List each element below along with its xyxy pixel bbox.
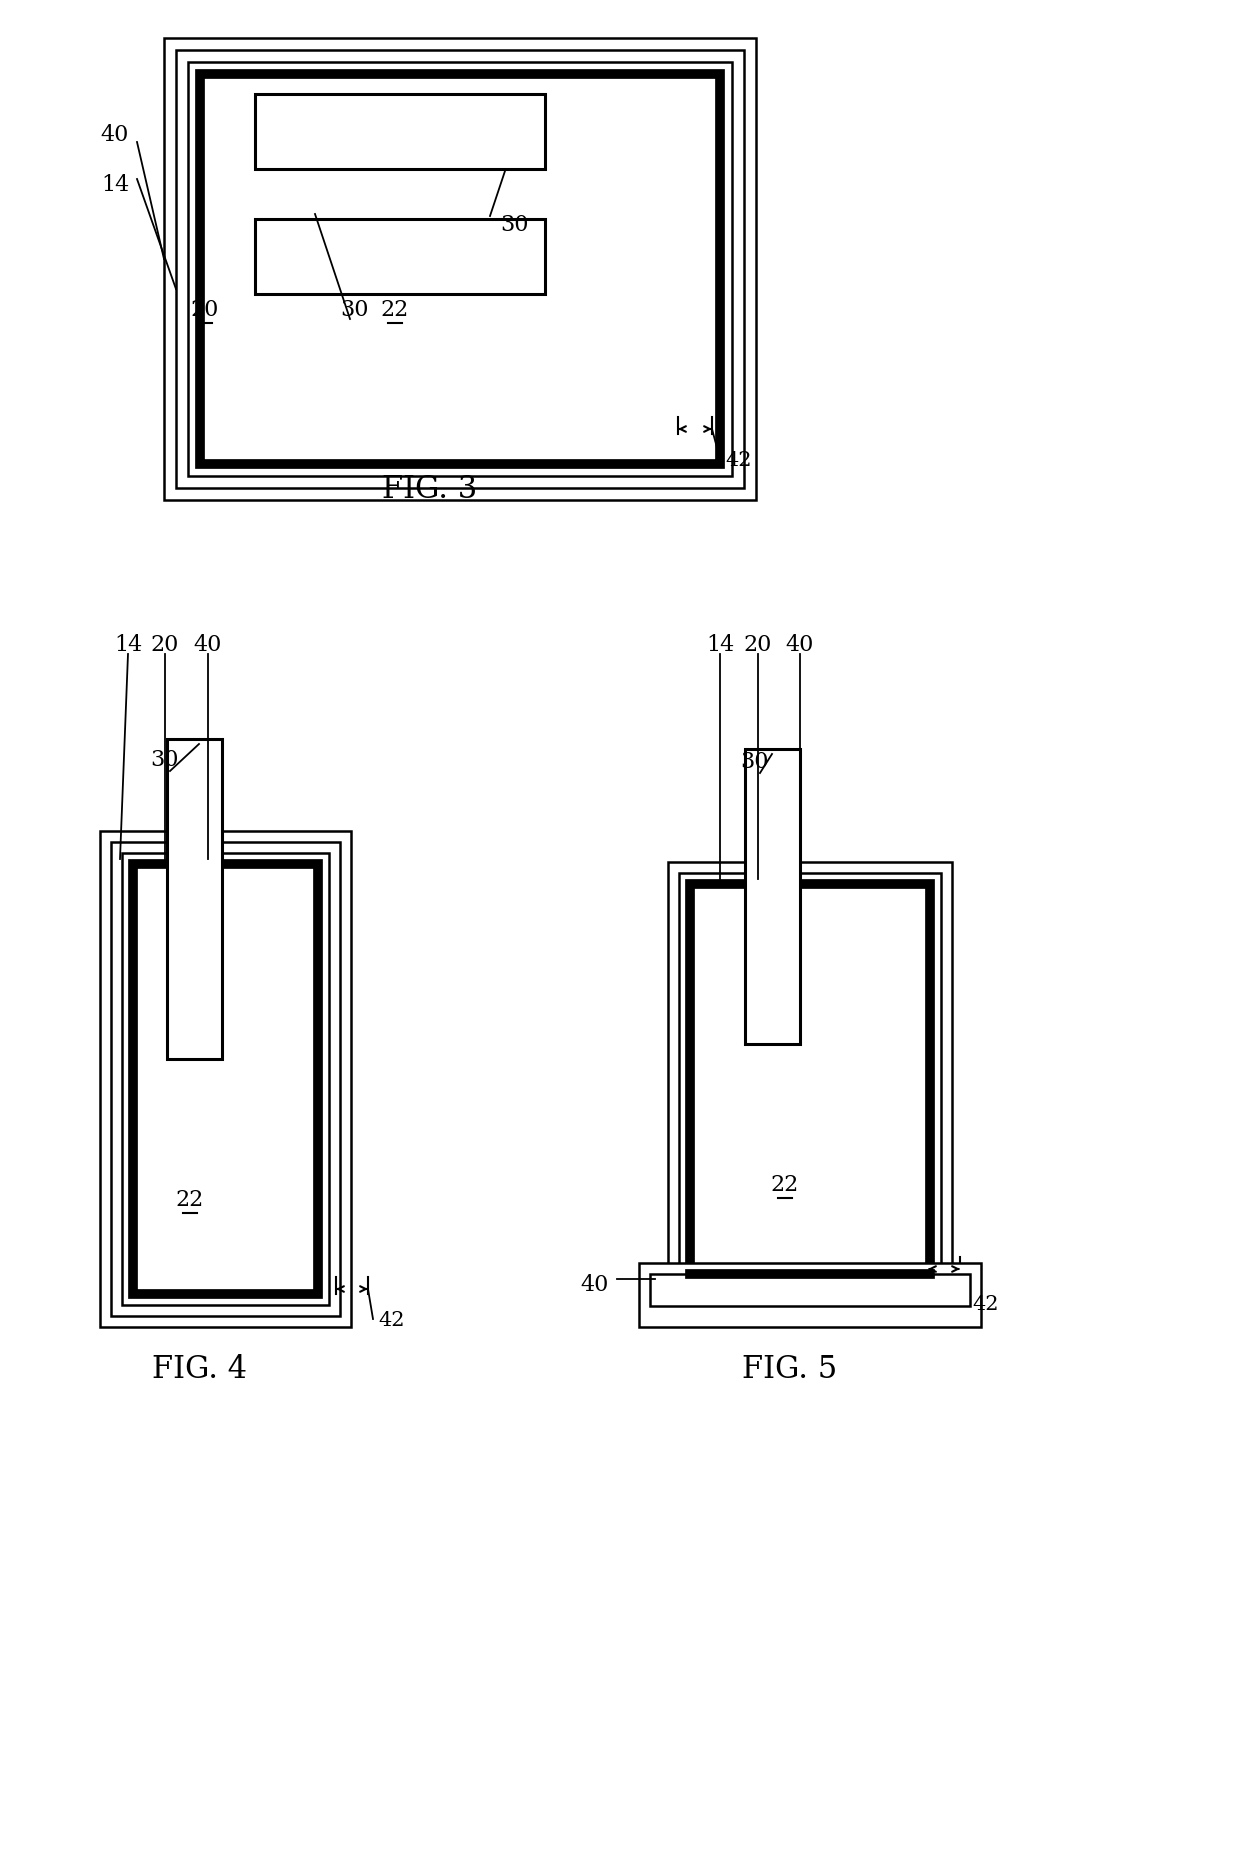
Text: 30: 30 [151,748,180,771]
Bar [133,865,317,1294]
Text: 30: 30 [501,214,529,236]
Text: 14: 14 [706,633,734,656]
Text: 42: 42 [972,1294,998,1313]
Bar [188,63,732,477]
Bar [164,39,756,501]
Text: 40: 40 [100,124,129,147]
Bar [689,884,930,1274]
Bar [99,832,351,1328]
Bar [668,862,952,1296]
Text: 20: 20 [191,299,219,321]
Bar [110,843,340,1317]
Text: 14: 14 [114,633,143,656]
Bar [122,854,329,1305]
Text: 22: 22 [176,1188,205,1211]
Text: 20: 20 [744,633,773,656]
Bar [167,739,222,1060]
Bar [680,873,941,1285]
Bar [639,1263,981,1328]
Bar [745,750,800,1044]
Text: FIG. 4: FIG. 4 [153,1354,248,1385]
Text: 40: 40 [580,1274,609,1296]
Text: 30: 30 [740,750,769,773]
Text: 30: 30 [341,299,370,321]
Text: 40: 40 [786,633,815,656]
Text: 22: 22 [381,299,409,321]
Bar [255,95,546,169]
Text: 22: 22 [771,1174,799,1196]
Text: FIG. 3: FIG. 3 [382,474,477,505]
Bar [650,1274,970,1305]
Bar [255,219,546,295]
Bar [200,74,720,464]
Text: 14: 14 [100,175,129,195]
Bar [176,50,744,488]
Text: 40: 40 [193,633,222,656]
Text: FIG. 5: FIG. 5 [743,1354,838,1385]
Text: 20: 20 [151,633,180,656]
Text: 42: 42 [725,449,751,470]
Text: 42: 42 [378,1309,404,1330]
